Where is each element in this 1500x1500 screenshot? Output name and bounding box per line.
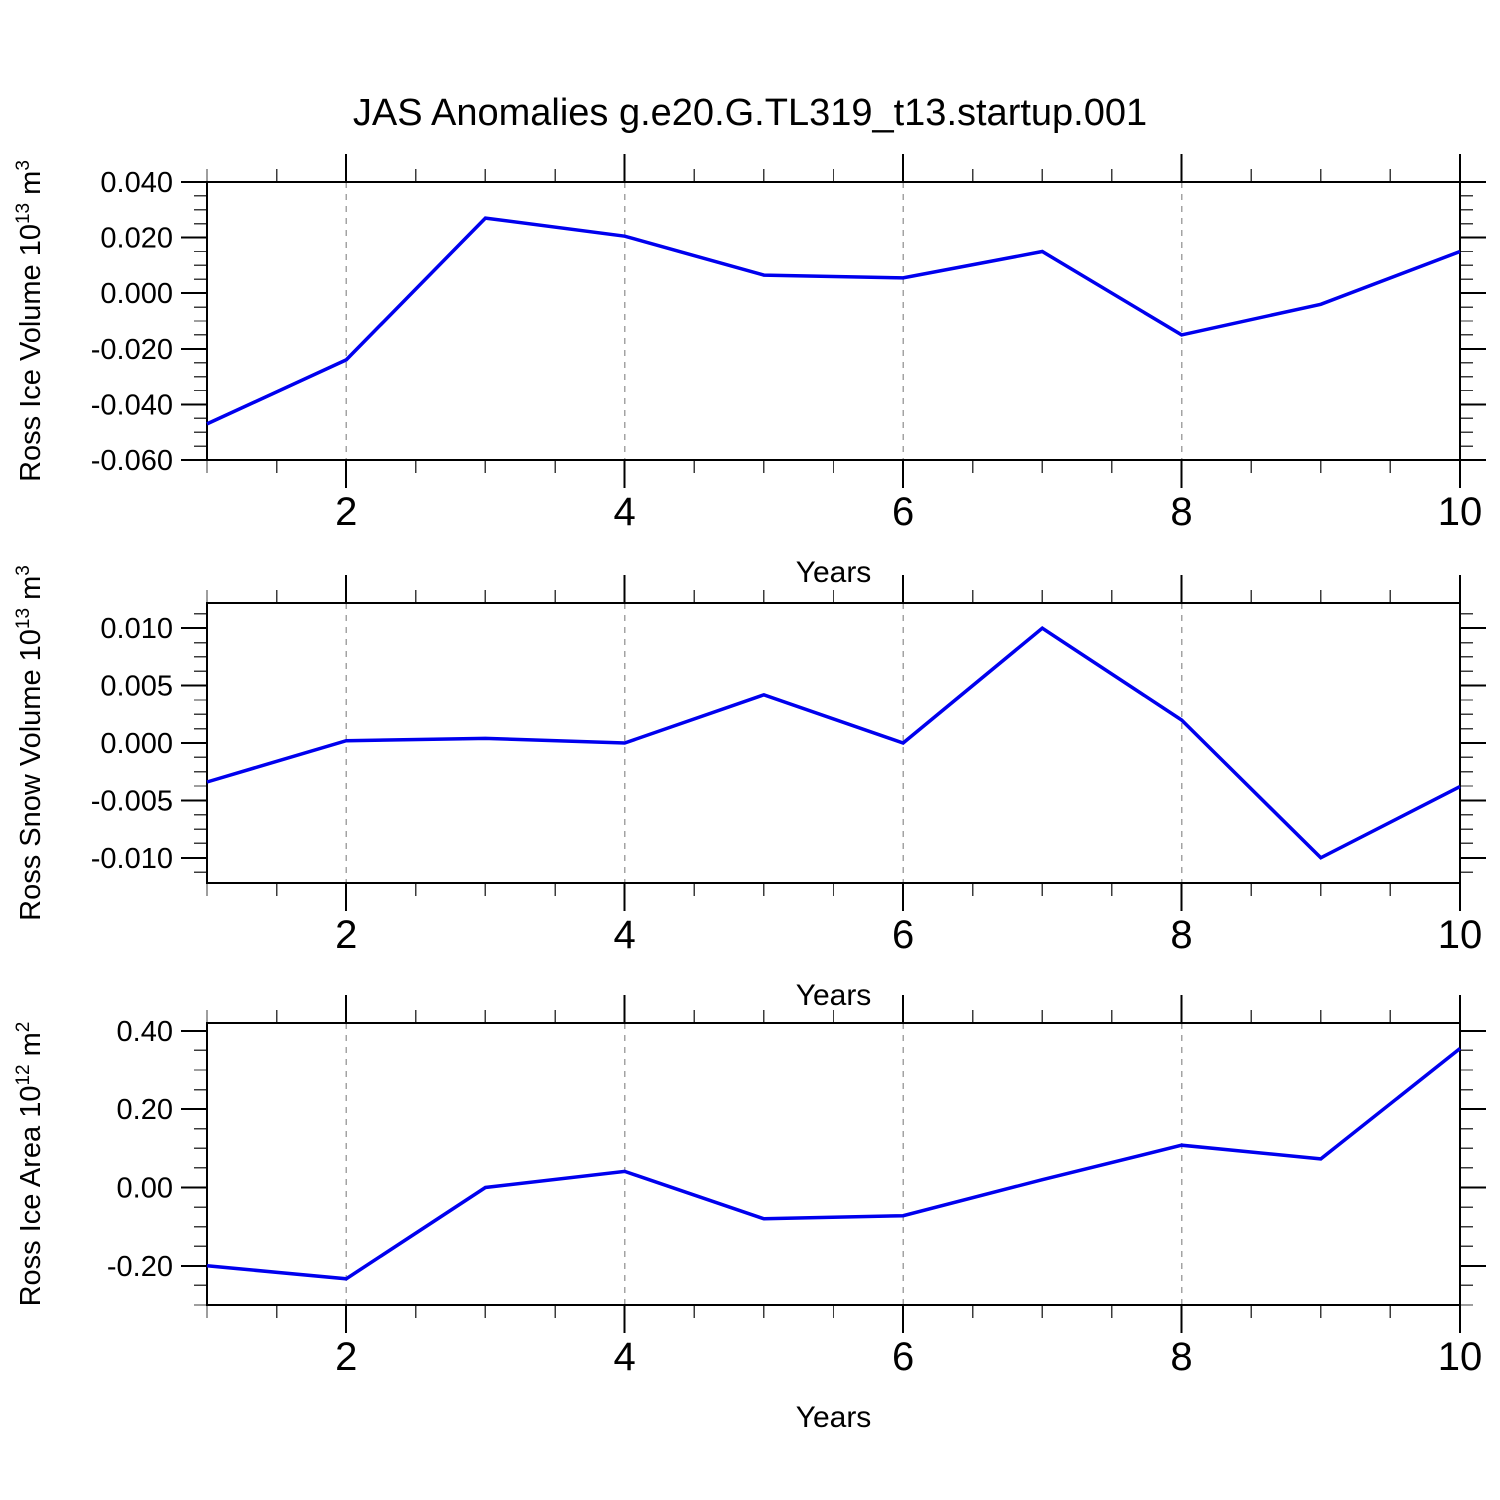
y-tick-label: -0.010 [91, 843, 173, 875]
y-axis-title: Ross Ice Volume 1013 m3 [13, 160, 47, 482]
data-line [206, 216, 1461, 426]
x-tick-label: 4 [614, 490, 636, 534]
x-tick-label: 8 [1170, 913, 1192, 957]
panel-2: 2 4 6 8 10 0.010 0.005 0.000 -0.005 -0.010 Years Ro… [13, 565, 1486, 1012]
panel-3: 2 4 6 8 10 0.40 0.20 0.00 -0.20 Years Ross Ice Are… [13, 995, 1486, 1434]
plot-frame [206, 181, 1461, 461]
x-axis-title: Years [796, 1401, 872, 1434]
plot-frame [206, 602, 1461, 884]
y-tick-label: 0.000 [100, 728, 173, 760]
y-tick-label: 0.40 [117, 1016, 173, 1048]
x-tick-label: 2 [335, 490, 357, 534]
y-tick-label: -0.040 [91, 389, 173, 421]
y-axis-title: Ross Snow Volume 1013 m3 [13, 565, 47, 921]
data-line [206, 626, 1461, 860]
y-tick-label: 0.010 [100, 613, 173, 645]
y-tick-label: 0.20 [117, 1094, 173, 1126]
chart-title: JAS Anomalies g.e20.G.TL319_t13.startup.… [352, 92, 1148, 134]
x-tick-label: 2 [335, 1335, 357, 1379]
x-tick-label: 10 [1438, 490, 1483, 534]
x-tick-label: 2 [335, 913, 357, 957]
x-tick-label: 6 [892, 490, 914, 534]
x-axis-title: Years [796, 556, 872, 589]
plot-frame [206, 1022, 1461, 1306]
y-tick-label: -0.20 [107, 1251, 173, 1283]
y-tick-label: 0.00 [117, 1173, 173, 1205]
y-tick-label: -0.020 [91, 334, 173, 366]
panel-1: 2 4 6 8 10 0.040 0.020 0.000 -0.020 -0.040 -0.060 Y… [13, 154, 1486, 589]
y-tick-label: -0.060 [91, 445, 173, 477]
x-tick-label: 4 [614, 913, 636, 957]
x-tick-label: 8 [1170, 1335, 1192, 1379]
y-tick-label: 0.020 [100, 223, 173, 255]
y-tick-label: 0.040 [100, 167, 173, 199]
y-axis-title: Ross Ice Area 1012 m2 [13, 1022, 47, 1307]
y-tick-label: 0.000 [100, 278, 173, 310]
x-tick-label: 10 [1438, 1335, 1483, 1379]
data-line [206, 1047, 1462, 1281]
y-tick-label: 0.005 [100, 671, 173, 703]
x-tick-label: 4 [614, 1335, 636, 1379]
x-axis-title: Years [796, 979, 872, 1012]
x-tick-label: 8 [1170, 490, 1192, 534]
x-tick-label: 6 [892, 913, 914, 957]
x-tick-label: 10 [1438, 913, 1483, 957]
y-tick-label: -0.005 [91, 785, 173, 817]
x-tick-label: 6 [892, 1335, 914, 1379]
